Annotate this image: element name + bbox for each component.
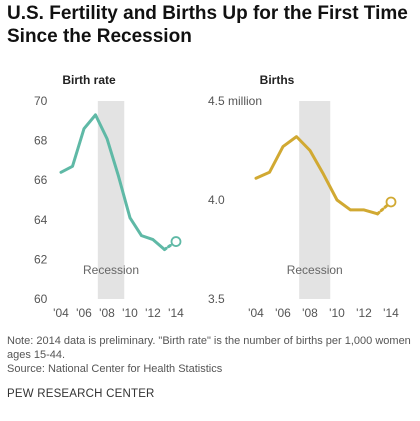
birth-rate-data-point xyxy=(94,113,97,117)
births-data-point xyxy=(362,208,366,212)
charts-area: Birth rate Recession 70 68 66 64 62 60 '04 '06 '08… xyxy=(34,73,399,320)
birth-rate-data-point xyxy=(128,216,132,220)
births-preliminary-point xyxy=(385,196,397,208)
births-data-point xyxy=(295,135,298,138)
chart-title: U.S. Fertility and Births Up for the Fir… xyxy=(7,3,408,47)
birth-rate-y-tick-label: 64 xyxy=(34,213,48,227)
births-x-tick-label: '04 xyxy=(248,306,264,320)
births-data-point xyxy=(349,208,352,212)
births-series-line xyxy=(254,135,379,216)
birth-rate-recession-label: Recession xyxy=(83,263,139,277)
births-recession-band xyxy=(299,101,331,299)
birth-rate-data-point xyxy=(82,127,86,130)
birth-rate-data-point xyxy=(151,238,155,241)
births-y-tick-label: 4.5 million xyxy=(208,94,262,108)
births-x-tick-label: '06 xyxy=(275,306,291,320)
birth-rate-x-tick-label: '06 xyxy=(76,306,92,320)
birth-rate-x-tick-label: '12 xyxy=(145,306,161,320)
births-recession-label: Recession xyxy=(287,263,343,277)
births-x-tick-label: '14 xyxy=(383,306,399,320)
births-x-tick-label: '08 xyxy=(302,306,318,320)
birth-rate-x-tick-label: '14 xyxy=(168,306,184,320)
births-data-point xyxy=(376,212,379,216)
notes: Note: 2014 data is preliminary. "Birth r… xyxy=(7,334,415,376)
birth-rate-y-tick-label: 60 xyxy=(34,292,48,306)
births-data-point xyxy=(281,145,285,148)
birth-rate-data-point xyxy=(59,171,63,174)
birth-rate-x-tick-label: '04 xyxy=(53,306,69,320)
birth-rate-y-tick-label: 66 xyxy=(34,173,48,187)
note-text: Note: 2014 data is preliminary. "Birth r… xyxy=(7,335,411,361)
births-data-point xyxy=(308,149,312,152)
birth-rate-preliminary-point xyxy=(170,236,182,247)
birth-rate-x-tick-label: '10 xyxy=(122,306,138,320)
birth-rate-panel-title: Birth rate xyxy=(62,73,116,87)
birth-rate-y-tick-label: 68 xyxy=(34,134,48,148)
births-y-tick-label: 4.0 xyxy=(208,193,225,207)
birth-rate-data-point xyxy=(117,175,120,178)
birth-rate-data-point xyxy=(163,248,166,251)
births-data-point xyxy=(322,173,325,176)
birth-rate-data-point xyxy=(140,234,143,237)
birth-rate-data-point xyxy=(105,137,109,140)
births-y-tick-label: 3.5 xyxy=(208,292,225,306)
births-data-point xyxy=(335,198,339,202)
births-x-tick-label: '10 xyxy=(329,306,345,320)
births-panel-title: Births xyxy=(260,73,295,87)
births-data-point xyxy=(268,171,271,174)
birth-rate-data-point xyxy=(71,165,74,168)
birth-rate-recession-band xyxy=(97,101,125,299)
birth-rate-x-tick-label: '08 xyxy=(99,306,115,320)
births-x-tick-label: '12 xyxy=(356,306,372,320)
source-text: Source: National Center for Health Stati… xyxy=(7,363,223,375)
birth-rate-series-line xyxy=(59,113,166,251)
births-data-point xyxy=(254,177,258,180)
birth-rate-y-tick-label: 62 xyxy=(34,252,48,266)
birth-rate-y-tick-label: 70 xyxy=(34,94,48,108)
organization-name: PEW RESEARCH CENTER xyxy=(7,388,155,400)
